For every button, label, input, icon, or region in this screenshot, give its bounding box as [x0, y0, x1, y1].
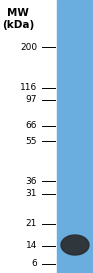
Text: 97: 97 [25, 96, 37, 105]
Ellipse shape [61, 235, 89, 255]
Text: 31: 31 [25, 189, 37, 198]
Text: 36: 36 [25, 177, 37, 185]
Bar [57, 0, 93, 273]
Text: 116: 116 [20, 84, 37, 93]
Text: 6: 6 [31, 260, 37, 269]
Text: 55: 55 [25, 136, 37, 146]
Text: 21: 21 [26, 219, 37, 229]
Text: 200: 200 [20, 43, 37, 52]
Text: 66: 66 [25, 121, 37, 130]
Text: MW: MW [7, 8, 29, 18]
Text: (kDa): (kDa) [2, 20, 34, 30]
Text: 14: 14 [26, 242, 37, 251]
